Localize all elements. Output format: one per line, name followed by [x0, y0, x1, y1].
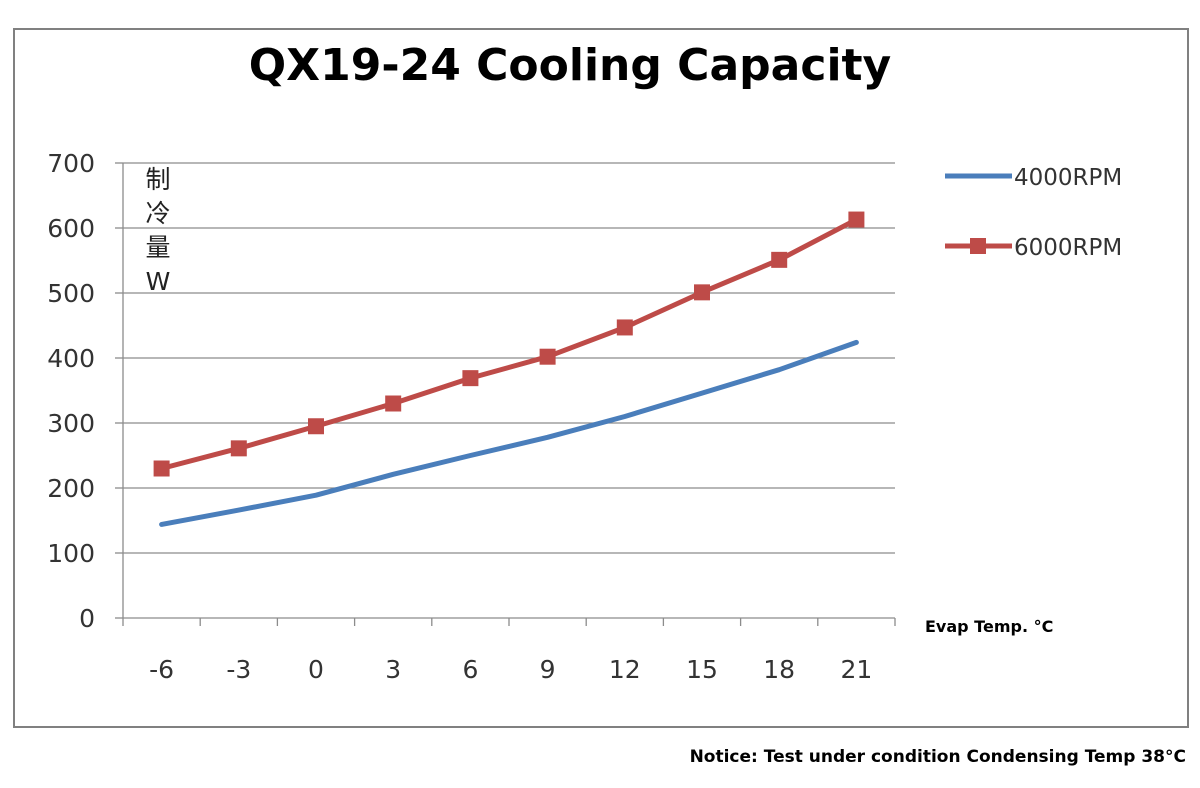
- x-tick-label: 21: [840, 655, 872, 684]
- y-tick-label: 0: [79, 604, 95, 633]
- data-point-6000RPM: [230, 440, 247, 457]
- x-tick-label: 18: [763, 655, 795, 684]
- y-tick-label: 200: [47, 474, 95, 503]
- data-point-6000RPM: [771, 251, 788, 268]
- y-axis-label: 冷: [145, 199, 170, 228]
- x-axis-label: Evap Temp. °C: [925, 617, 1053, 636]
- legend-marker-6000RPM: [970, 238, 986, 254]
- y-tick-label: 100: [47, 539, 95, 568]
- series-line-6000RPM: [159, 217, 859, 471]
- x-tick-label: -3: [226, 655, 251, 684]
- data-point-6000RPM: [848, 211, 865, 228]
- x-tick-label: 9: [540, 655, 556, 684]
- x-tick-label: 12: [609, 655, 641, 684]
- y-axis-label: 制: [145, 165, 170, 194]
- data-point-6000RPM: [694, 284, 710, 301]
- series-line-4000RPM: [159, 339, 859, 527]
- x-tick-label: 6: [462, 655, 478, 684]
- y-tick-label: 600: [47, 214, 95, 243]
- chart-frame: [13, 28, 1189, 728]
- legend-label: 6000RPM: [1014, 235, 1122, 261]
- y-tick-label: 500: [47, 279, 95, 308]
- notice-text: Notice: Test under condition Condensing …: [689, 747, 1186, 767]
- data-point-6000RPM: [153, 460, 170, 477]
- y-axis-label: 量: [145, 233, 170, 262]
- data-point-6000RPM: [462, 370, 479, 387]
- y-axis-label: W: [146, 267, 171, 296]
- data-point-6000RPM: [385, 395, 402, 412]
- legend-label: 4000RPM: [1014, 165, 1122, 191]
- y-tick-label: 700: [47, 149, 95, 178]
- x-tick-label: 3: [385, 655, 401, 684]
- x-tick-label: -6: [149, 655, 174, 684]
- x-tick-label: 0: [308, 655, 324, 684]
- y-tick-label: 300: [47, 409, 95, 438]
- data-point-6000RPM: [616, 319, 633, 336]
- x-tick-label: 15: [686, 655, 718, 684]
- data-point-6000RPM: [308, 418, 324, 435]
- chart-title: QX19-24 Cooling Capacity: [248, 40, 892, 91]
- y-tick-label: 400: [47, 344, 95, 373]
- data-point-6000RPM: [539, 348, 556, 365]
